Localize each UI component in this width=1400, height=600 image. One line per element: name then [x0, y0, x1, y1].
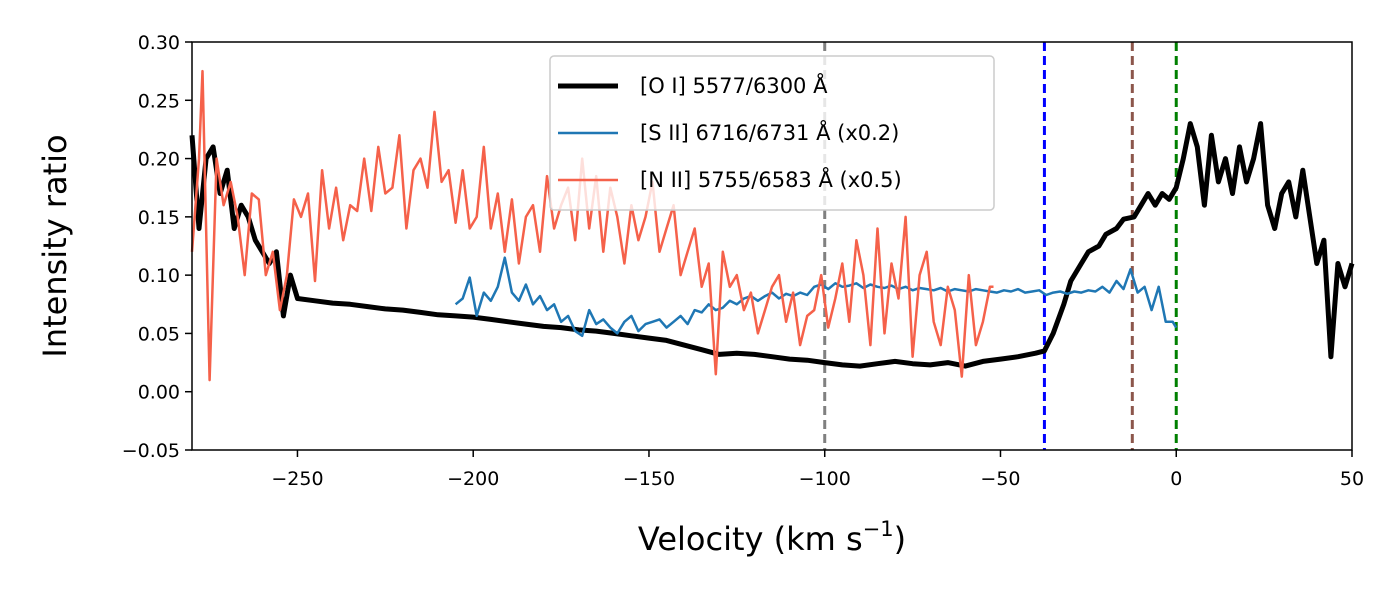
- y-axis: −0.05 0.00 0.05 0.10 0.15 0.20 0.25 0.30: [122, 32, 192, 462]
- legend-label-1: [S II] 6716/6731 Å (x0.2): [640, 119, 899, 145]
- y-tick-label: 0.00: [138, 382, 180, 404]
- x-tick-label: −100: [799, 468, 851, 490]
- x-tick-label: 0: [1170, 468, 1182, 490]
- x-axis-label: Velocity (km s−1): [638, 517, 906, 558]
- legend: [O I] 5577/6300 Å [S II] 6716/6731 Å (x0.…: [549, 55, 995, 211]
- y-axis-label: Intensity ratio: [36, 134, 74, 357]
- plot-frame: [191, 41, 1353, 451]
- series-line-1: [454, 256, 1178, 338]
- legend-label-2: [N II] 5755/6583 Å (x0.5): [640, 166, 902, 192]
- x-tick-label: −50: [980, 468, 1020, 490]
- legend-box: [549, 55, 995, 211]
- y-tick-label: 0.20: [138, 149, 180, 171]
- y-tick-label: 0.25: [138, 90, 180, 112]
- y-tick-label: 0.10: [138, 265, 180, 287]
- x-tick-label: −200: [447, 468, 499, 490]
- y-tick-label: 0.15: [138, 207, 180, 229]
- x-tick-label: −150: [623, 468, 675, 490]
- y-tick-label: 0.05: [138, 323, 180, 345]
- x-axis: −250 −200 −150 −100 −50 0 50: [271, 450, 1364, 490]
- y-tick-label: 0.30: [138, 32, 180, 54]
- legend-label-0: [O I] 5577/6300 Å: [640, 72, 828, 98]
- vertical-reference-lines: [823, 42, 1178, 450]
- x-tick-label: −250: [271, 468, 323, 490]
- x-tick-label: 50: [1340, 468, 1364, 490]
- y-tick-label: −0.05: [122, 440, 180, 462]
- series-line-0: [189, 121, 1355, 369]
